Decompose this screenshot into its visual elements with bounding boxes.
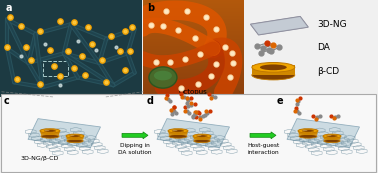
Ellipse shape xyxy=(66,138,86,142)
Ellipse shape xyxy=(172,130,178,131)
Ellipse shape xyxy=(298,133,320,138)
Ellipse shape xyxy=(40,129,60,133)
Polygon shape xyxy=(323,136,341,140)
Ellipse shape xyxy=(299,134,317,138)
Polygon shape xyxy=(157,119,229,148)
Ellipse shape xyxy=(41,134,59,138)
Polygon shape xyxy=(66,136,84,140)
Text: c: c xyxy=(4,96,10,106)
Polygon shape xyxy=(40,131,60,135)
Ellipse shape xyxy=(327,135,338,137)
Ellipse shape xyxy=(323,134,341,138)
Polygon shape xyxy=(168,131,188,135)
Ellipse shape xyxy=(298,129,318,133)
Ellipse shape xyxy=(154,71,172,80)
Text: 3D-NG/β-CD: 3D-NG/β-CD xyxy=(52,103,90,108)
Text: Host-guest
interaction: Host-guest interaction xyxy=(247,143,279,155)
Text: Octopus: Octopus xyxy=(178,89,208,95)
FancyArrow shape xyxy=(250,132,276,139)
Ellipse shape xyxy=(44,130,56,132)
Polygon shape xyxy=(251,16,308,35)
Ellipse shape xyxy=(193,138,213,142)
Text: d: d xyxy=(147,96,154,106)
Ellipse shape xyxy=(197,135,208,137)
Text: a: a xyxy=(6,3,12,13)
Ellipse shape xyxy=(70,135,74,136)
Ellipse shape xyxy=(302,130,307,131)
Ellipse shape xyxy=(327,135,332,136)
Ellipse shape xyxy=(149,67,177,88)
Ellipse shape xyxy=(260,64,287,70)
Ellipse shape xyxy=(40,133,62,138)
Ellipse shape xyxy=(193,134,211,138)
Ellipse shape xyxy=(168,129,188,133)
FancyArrow shape xyxy=(122,132,148,139)
Ellipse shape xyxy=(194,139,210,143)
Ellipse shape xyxy=(45,130,50,131)
Polygon shape xyxy=(193,136,211,140)
Ellipse shape xyxy=(169,134,187,138)
Text: e: e xyxy=(277,96,284,106)
Ellipse shape xyxy=(252,62,295,72)
Polygon shape xyxy=(28,119,101,148)
Polygon shape xyxy=(287,119,359,148)
Ellipse shape xyxy=(197,135,201,136)
FancyBboxPatch shape xyxy=(1,94,376,172)
Polygon shape xyxy=(298,131,318,135)
Ellipse shape xyxy=(66,134,84,138)
Ellipse shape xyxy=(168,133,190,138)
Text: β-CD: β-CD xyxy=(318,67,340,76)
Polygon shape xyxy=(251,16,308,35)
Text: Dipping in
DA solution: Dipping in DA solution xyxy=(118,143,152,155)
Text: 3D-NG/β-CD: 3D-NG/β-CD xyxy=(21,156,59,161)
Ellipse shape xyxy=(323,138,343,142)
FancyBboxPatch shape xyxy=(252,65,295,75)
Ellipse shape xyxy=(252,70,295,80)
Text: 3D-NG: 3D-NG xyxy=(318,20,347,29)
Text: DA: DA xyxy=(318,43,330,52)
Ellipse shape xyxy=(302,130,314,132)
Ellipse shape xyxy=(67,139,83,143)
Ellipse shape xyxy=(324,139,340,143)
Ellipse shape xyxy=(70,135,81,137)
Ellipse shape xyxy=(172,130,184,132)
Text: b: b xyxy=(147,3,154,13)
